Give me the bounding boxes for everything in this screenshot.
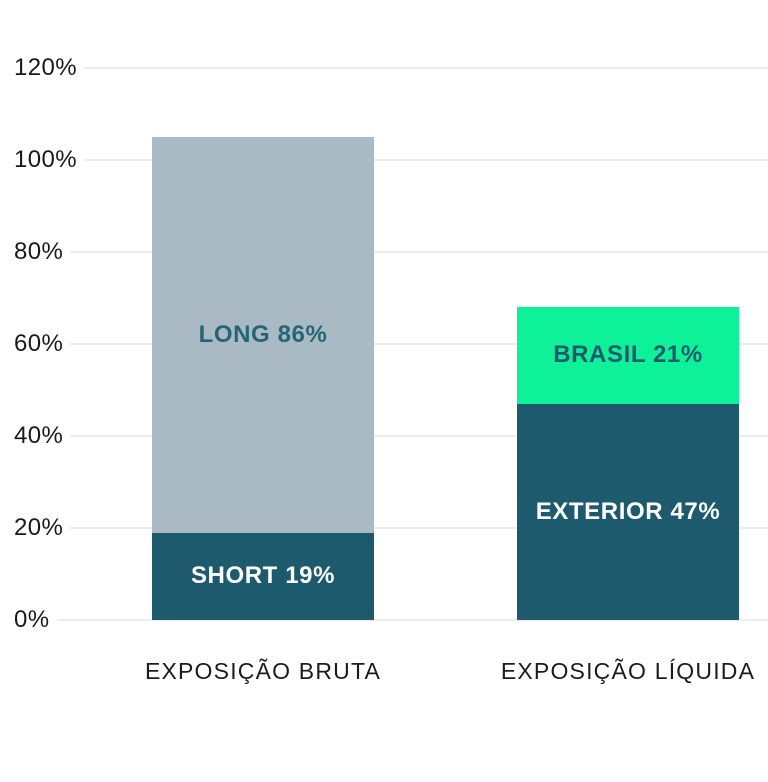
segment-long: LONG 86% [152,137,374,533]
gridline-row: 40% [0,421,768,451]
segment-label-long: LONG 86% [198,320,328,348]
segment-short: SHORT 19% [152,532,374,620]
gridline-row: 80% [0,237,768,267]
bar-exterior-brasil: BRASIL 21% EXTERIOR 47% [517,307,739,620]
gridline-row: 120% [0,53,768,83]
x-axis-label-1: EXPOSIÇÃO LÍQUIDA [500,658,756,684]
gridline [70,435,768,437]
gridline [83,159,768,161]
segment-label-brasil: BRASIL 21% [553,341,703,369]
segment-label-exterior: EXTERIOR 47% [535,497,721,525]
x-axis-label-0: EXPOSIÇÃO BRUTA [144,658,382,684]
y-tick-label: 80% [14,238,64,265]
segment-brasil: BRASIL 21% [517,307,739,404]
gridline [70,527,768,529]
y-tick-label: 20% [14,514,64,541]
gridline [70,343,768,345]
y-tick-label: 0% [14,606,50,633]
gridline-row: 20% [0,513,768,543]
gridline-row: 100% [0,145,768,175]
gridline [70,251,768,253]
y-tick-label: 100% [14,146,77,173]
gridline [56,619,768,621]
segment-label-short: SHORT 19% [190,562,336,590]
y-tick-label: 120% [14,54,77,81]
y-tick-label: 60% [14,330,64,357]
bar-short-long: LONG 86% SHORT 19% [152,137,374,620]
gridline-row: 60% [0,329,768,359]
gridline [83,67,768,69]
segment-exterior: EXTERIOR 47% [517,403,739,620]
gridline-row: 0% [0,605,768,635]
y-tick-label: 40% [14,422,64,449]
